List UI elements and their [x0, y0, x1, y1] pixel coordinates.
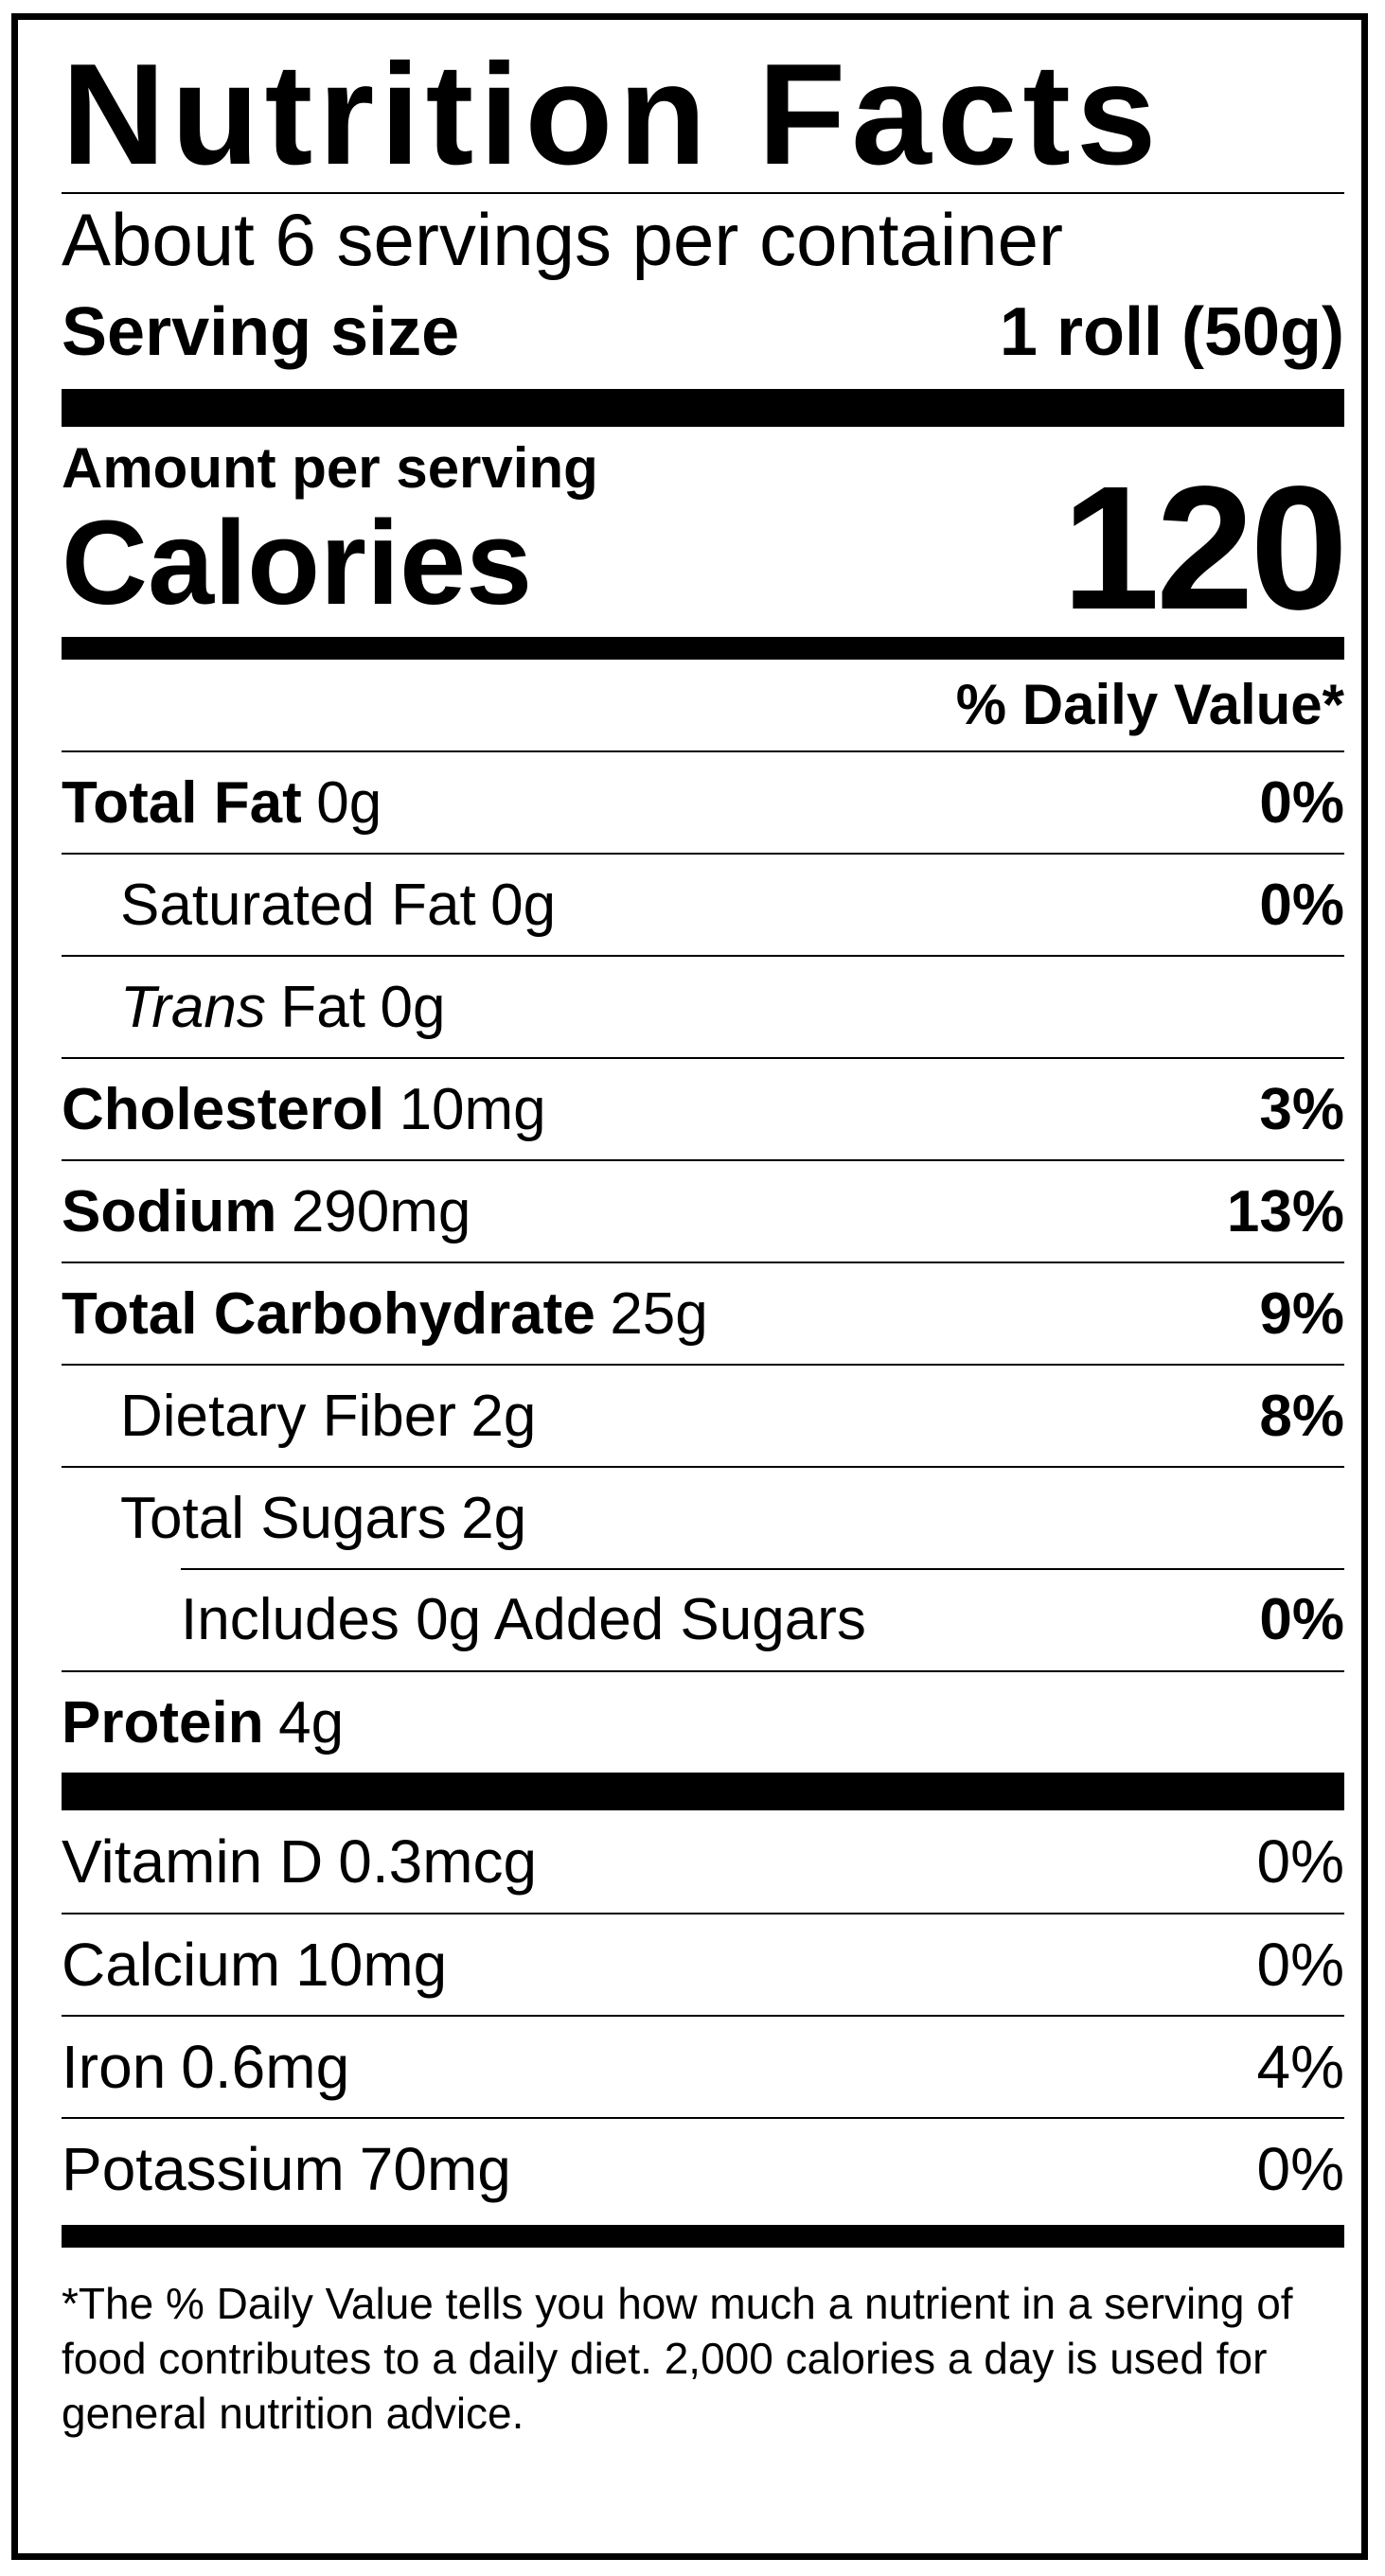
nutrient-dv: 8% [1259, 1383, 1344, 1449]
nutrition-facts-label: Nutrition Facts About 6 servings per con… [11, 13, 1368, 2560]
calories-divider [62, 637, 1344, 660]
amount-per-serving: Amount per serving [62, 436, 598, 500]
calories-label: Calories [62, 496, 533, 629]
calories-value: 120 [1061, 450, 1348, 646]
nutrient-amount: 10mg [399, 1076, 546, 1142]
vitamin-amount: 0.3mcg [338, 1827, 538, 1896]
vitamin-row-potassium: Potassium 70mg 0% [62, 2117, 1344, 2219]
nutrient-name: Saturated Fat [120, 872, 476, 938]
nutrient-name: Dietary Fiber [120, 1383, 456, 1449]
nutrient-name: Total Sugars [120, 1485, 447, 1551]
nutrient-name: Protein [62, 1689, 264, 1756]
nutrient-amount: 0g [316, 769, 382, 836]
footnote-divider [62, 2225, 1344, 2248]
nutrient-dv: 3% [1259, 1076, 1344, 1142]
nutrient-amount: 0g [380, 974, 446, 1040]
nutrient-name: Total Fat [62, 769, 302, 836]
thick-divider [62, 389, 1344, 427]
vitamin-row-iron: Iron 0.6mg 4% [62, 2015, 1344, 2117]
vitamin-row-calcium: Calcium 10mg 0% [62, 1913, 1344, 2015]
protein-divider [62, 1773, 1344, 1810]
vitamin-name: Iron [62, 2033, 167, 2101]
nutrient-dv: 0% [1259, 872, 1344, 938]
title-divider [62, 192, 1344, 194]
vitamin-name: Vitamin D [62, 1827, 324, 1896]
vitamin-amount: 0.6mg [181, 2033, 350, 2101]
nutrient-amount: 4g [278, 1689, 345, 1756]
nutrient-amount: 2g [461, 1485, 527, 1551]
nutrient-row-dietary-fiber: Dietary Fiber 2g 8% [62, 1364, 1344, 1466]
servings-per-container: About 6 servings per container [62, 198, 1063, 281]
nutrient-dv: 0% [1259, 769, 1344, 836]
calories-row: Calories 120 [62, 461, 1348, 637]
nutrient-row-sodium: Sodium 290mg 13% [62, 1159, 1344, 1262]
nutrient-name: Fat [280, 974, 365, 1040]
vitamin-dv: 4% [1256, 2033, 1345, 2101]
nutrient-row-cholesterol: Cholesterol 10mg 3% [62, 1057, 1344, 1159]
vitamin-dv: 0% [1256, 2135, 1345, 2203]
vitamin-name: Calcium [62, 1931, 281, 1999]
nutrient-name-italic: Trans [120, 974, 266, 1040]
nutrient-amount: 0g [490, 872, 557, 938]
nutrient-row-trans-fat: Trans Fat 0g [62, 955, 1344, 1057]
vitamin-row-vitamin-d: Vitamin D 0.3mcg 0% [62, 1810, 1344, 1913]
nutrient-name: Cholesterol [62, 1076, 385, 1142]
serving-size-value: 1 roll (50g) [999, 294, 1344, 370]
label-title: Nutrition Facts [62, 34, 1163, 195]
nutrient-amount: 290mg [291, 1178, 471, 1244]
nutrient-name: Includes 0g Added Sugars [181, 1586, 866, 1652]
vitamin-dv: 0% [1256, 1827, 1345, 1896]
nutrient-row-total-fat: Total Fat 0g 0% [62, 750, 1344, 853]
nutrient-row-total-carbohydrate: Total Carbohydrate 25g 9% [62, 1262, 1344, 1364]
vitamin-name: Potassium [62, 2135, 345, 2203]
nutrient-row-total-sugars: Total Sugars 2g [62, 1466, 1344, 1568]
label-content: Nutrition Facts About 6 servings per con… [62, 34, 1348, 2441]
nutrient-name: Sodium [62, 1178, 277, 1244]
serving-size-label: Serving size [62, 294, 460, 370]
vitamin-amount: 70mg [359, 2135, 511, 2203]
nutrient-row-protein: Protein 4g [62, 1670, 1344, 1773]
nutrient-amount: 2g [471, 1383, 537, 1449]
daily-value-footnote: *The % Daily Value tells you how much a … [62, 2279, 1293, 2438]
nutrient-dv: 13% [1226, 1178, 1344, 1244]
nutrient-row-saturated-fat: Saturated Fat 0g 0% [62, 853, 1344, 955]
nutrient-amount: 25g [610, 1280, 708, 1347]
nutrient-dv: 9% [1259, 1280, 1344, 1347]
nutrient-row-added-sugars: Includes 0g Added Sugars 0% [62, 1568, 1344, 1670]
daily-value-header: % Daily Value* [955, 673, 1344, 736]
vitamin-dv: 0% [1256, 1931, 1345, 1999]
vitamin-amount: 10mg [295, 1931, 448, 1999]
serving-size-row: Serving size 1 roll (50g) [62, 285, 1344, 379]
nutrient-dv: 0% [1259, 1586, 1344, 1652]
nutrient-name: Total Carbohydrate [62, 1280, 595, 1347]
